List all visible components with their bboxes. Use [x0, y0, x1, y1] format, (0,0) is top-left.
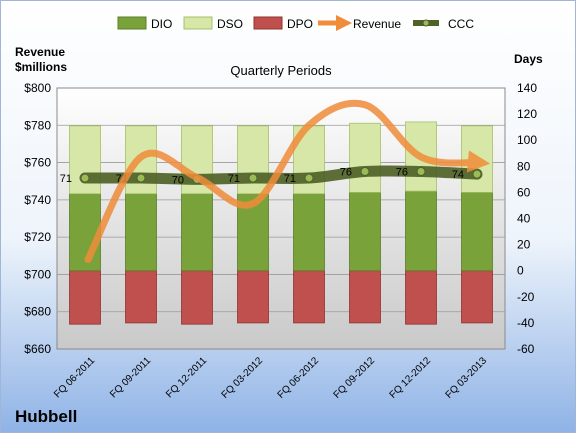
right-tick-label: 0 [517, 264, 524, 278]
legend-label-ccc: CCC [448, 17, 474, 31]
x-tick-label: FQ 09-2011 [108, 355, 153, 400]
bar-dio [69, 193, 101, 272]
bar-dpo [125, 270, 157, 324]
left-tick-label: $720 [24, 230, 51, 244]
left-tick-label: $780 [24, 118, 51, 132]
legend-label-dpo: DPO [287, 17, 313, 31]
legend-label-revenue: Revenue [353, 17, 401, 31]
bar-dpo [405, 270, 437, 325]
left-tick-label: $700 [24, 267, 51, 281]
legend-swatch-dpo [253, 16, 283, 30]
legend-label-dio: DIO [151, 17, 172, 31]
legend-swatch-ccc-dot [422, 19, 430, 27]
ccc-data-label: 71 [284, 173, 296, 185]
x-tick-label: FQ 06-2011 [52, 355, 97, 400]
bar-dpo [237, 270, 269, 324]
x-tick-label: FQ 09-2012 [332, 355, 378, 401]
x-axis: FQ 06-2011 FQ 09-2011 FQ 12-2011 FQ 03-2012… [52, 355, 489, 401]
revenue-line [84, 99, 491, 264]
x-tick-label: FQ 12-2012 [388, 355, 434, 401]
bar-dpo [349, 270, 381, 324]
chart-title: Quarterly Periods [230, 63, 332, 78]
right-tick-label: 20 [517, 238, 531, 252]
left-tick-label: $680 [24, 305, 51, 319]
ccc-point [136, 173, 146, 183]
bar-dio [293, 193, 325, 272]
bar-dpo [293, 270, 325, 324]
left-axis: $800 $780 $760 $740 $720 $700 $680 $660 [24, 81, 51, 356]
legend-label-dso: DSO [217, 17, 243, 31]
bar-dio [461, 191, 493, 272]
ccc-point [248, 173, 258, 183]
ccc-line [79, 165, 483, 185]
legend-swatch-dso [183, 16, 213, 30]
x-tick-label: FQ 03-2013 [444, 355, 490, 401]
right-tick-label: 140 [517, 81, 537, 95]
ccc-point [360, 167, 370, 177]
right-tick-label: -20 [517, 290, 535, 304]
bar-dio [125, 193, 157, 272]
bar-dio [181, 193, 213, 272]
bar-dio [349, 191, 381, 272]
ccc-data-label: 70 [172, 174, 184, 186]
x-tick-label: FQ 12-2011 [164, 355, 209, 400]
left-tick-label: $800 [24, 81, 51, 95]
bar-dpo [181, 270, 213, 325]
ccc-point [304, 173, 314, 183]
legend-swatch-dio [117, 16, 147, 30]
right-tick-label: -40 [517, 316, 535, 330]
bar-dio [405, 190, 437, 272]
plot-area [56, 87, 506, 350]
right-tick-label: 120 [517, 107, 537, 121]
ccc-point [80, 173, 90, 183]
company-name: Hubbell [15, 407, 78, 426]
left-tick-label: $660 [24, 342, 51, 356]
right-tick-label: -60 [517, 342, 535, 356]
x-tick-label: FQ 03-2012 [220, 355, 266, 401]
ccc-data-label: 71 [60, 173, 72, 185]
bar-dso [349, 122, 381, 193]
left-tick-label: $760 [24, 156, 51, 170]
ccc-point [416, 167, 426, 177]
legend: DIO DSO DPO Revenue CCC [117, 14, 474, 32]
bar-dpo [69, 270, 101, 325]
left-axis-label-line2: $millions [15, 60, 67, 74]
right-axis-label: Days [514, 52, 543, 66]
left-tick-label: $740 [24, 193, 51, 207]
right-tick-label: 60 [517, 185, 531, 199]
left-axis-label-line1: Revenue [15, 45, 65, 59]
ccc-data-label: 76 [340, 167, 352, 179]
ccc-data-label: 71 [228, 173, 240, 185]
right-axis: 140 120 100 80 60 40 20 0 -20 -40 -60 [517, 81, 537, 356]
x-tick-label: FQ 06-2012 [276, 355, 322, 401]
right-tick-label: 80 [517, 159, 531, 173]
ccc-point [472, 169, 482, 179]
bar-dpo [461, 270, 493, 324]
ccc-data-label: 74 [452, 169, 464, 181]
ccc-data-label: 76 [396, 167, 408, 179]
right-tick-label: 100 [517, 133, 537, 147]
right-tick-label: 40 [517, 212, 531, 226]
bars [69, 121, 493, 325]
